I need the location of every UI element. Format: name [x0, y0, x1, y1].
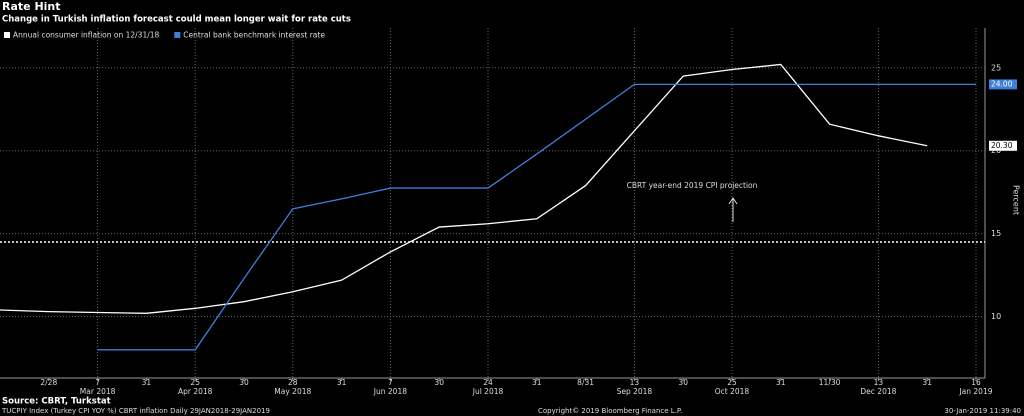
annotation: CBRT year-end 2019 CPI projection — [627, 181, 758, 190]
footer-center: Copyright© 2019 Bloomberg Finance L.P. — [538, 407, 682, 415]
x-tick-label: 7 — [95, 378, 100, 387]
series-line — [97, 83, 976, 351]
x-group-label: Jan 2019 — [958, 387, 992, 396]
legend-swatch — [4, 32, 10, 38]
x-tick-label: 11/30 — [819, 378, 841, 387]
chart-title: Rate Hint — [2, 0, 61, 13]
x-group-label: Oct 2018 — [715, 387, 750, 396]
x-group-label: Sep 2018 — [617, 387, 653, 396]
x-tick-label: 30 — [239, 378, 249, 387]
legend-swatch — [174, 32, 181, 38]
x-tick-label: 30 — [678, 378, 688, 387]
legend-label: Central bank benchmark interest rate — [183, 31, 325, 40]
source: Source: CBRT, Turkstat — [2, 397, 111, 407]
value-label: 24.00 — [991, 79, 1013, 88]
value-label-box — [989, 140, 1017, 151]
x-tick-label: 2/28 — [40, 378, 57, 387]
x-tick-label: 7 — [388, 378, 393, 387]
x-tick-label: 25 — [727, 378, 737, 387]
x-tick-label: 25 — [190, 378, 200, 387]
x-tick-label: 30 — [434, 378, 444, 387]
x-group-label: May 2018 — [274, 387, 311, 396]
x-tick-label: 31 — [922, 378, 932, 387]
y-axis-label: Percent — [1012, 185, 1021, 215]
x-group-label: Apr 2018 — [178, 387, 213, 396]
footer-left: TUCPIY Index (Turkey CPI YOY %) CBRT inf… — [1, 407, 270, 415]
y-tick-label: 15 — [991, 229, 1001, 238]
legend-label: Annual consumer inflation on 12/31/18 — [13, 31, 160, 40]
value-label: 20.30 — [991, 141, 1013, 150]
annotation-arrow — [728, 197, 738, 222]
x-tick-label: 16 — [971, 378, 981, 387]
x-group-label: Jul 2018 — [472, 387, 504, 396]
x-tick-label: 13 — [874, 378, 884, 387]
x-tick-label: 31 — [337, 378, 347, 387]
x-tick-label: 24 — [483, 378, 493, 387]
x-tick-label: 13 — [630, 378, 640, 387]
x-group-label: Dec 2018 — [860, 387, 896, 396]
x-tick-label: 28 — [288, 378, 298, 387]
chart-subtitle: Change in Turkish inflation forecast cou… — [2, 15, 351, 25]
y-tick-label: 10 — [991, 312, 1001, 321]
x-tick-label: 31 — [776, 378, 786, 387]
series-line — [0, 63, 928, 314]
value-label-box — [989, 79, 1017, 90]
x-group-label: Mar 2018 — [80, 387, 116, 396]
footer-right: 30-Jan-2019 11:39:40 — [944, 407, 1021, 415]
x-tick-label: 31 — [532, 378, 542, 387]
y-tick-label: 25 — [991, 63, 1001, 72]
x-tick-label: 8/31 — [577, 378, 594, 387]
x-tick-label: 31 — [142, 378, 152, 387]
x-group-label: Jun 2018 — [373, 387, 407, 396]
